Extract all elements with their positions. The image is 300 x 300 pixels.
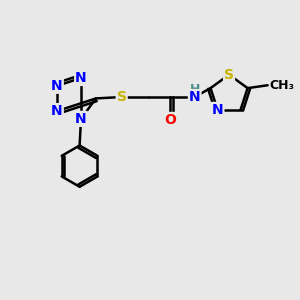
Text: N: N — [75, 112, 87, 126]
Text: CH₃: CH₃ — [269, 79, 294, 92]
Text: N: N — [75, 71, 87, 85]
Text: O: O — [164, 113, 176, 127]
Text: N: N — [212, 103, 224, 117]
Text: N: N — [51, 79, 63, 93]
Text: N: N — [189, 90, 200, 104]
Text: N: N — [51, 104, 63, 118]
Text: S: S — [224, 68, 234, 82]
Text: S: S — [117, 90, 127, 104]
Text: H: H — [190, 83, 200, 96]
